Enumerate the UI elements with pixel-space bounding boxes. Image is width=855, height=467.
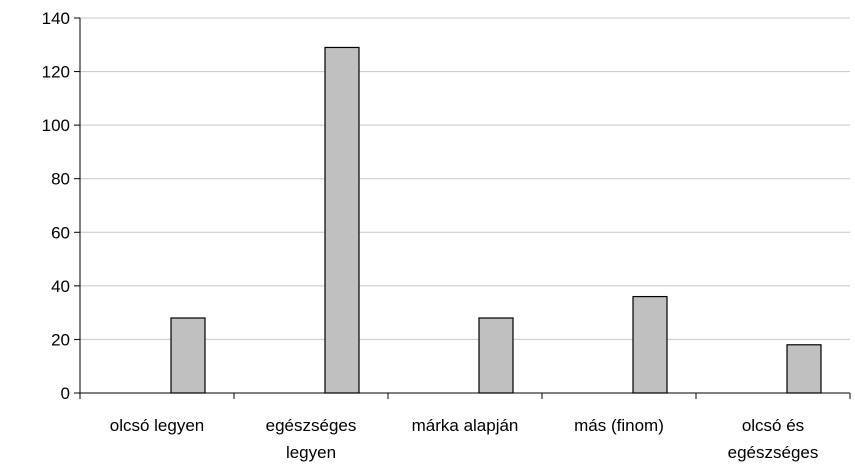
- y-tick-label: 80: [51, 170, 70, 189]
- x-category-label: más (finom): [574, 416, 664, 435]
- x-category-label: márka alapján: [412, 416, 519, 435]
- x-category-label: egészséges: [266, 416, 357, 435]
- x-category-label: egészséges: [728, 443, 819, 462]
- bar: [324, 46, 360, 394]
- bar: [786, 344, 822, 394]
- bar: [170, 317, 206, 394]
- y-tick-label: 0: [61, 384, 70, 403]
- bar: [478, 317, 514, 394]
- y-tick-label: 40: [51, 277, 70, 296]
- y-tick-label: 100: [42, 116, 70, 135]
- y-tick-label: 60: [51, 223, 70, 242]
- y-tick-label: 120: [42, 63, 70, 82]
- y-tick-label: 140: [42, 9, 70, 28]
- bars: [170, 46, 822, 394]
- x-category-labels: olcsó legyen egészséges legyen márka alapjá…: [110, 416, 819, 462]
- x-category-label: olcsó legyen: [110, 416, 205, 435]
- axes: [74, 17, 851, 399]
- bar: [632, 295, 668, 394]
- gridlines: [80, 17, 850, 340]
- x-category-label: legyen: [286, 443, 336, 462]
- y-tick-label: 20: [51, 330, 70, 349]
- y-tick-labels: 0 20 40 60 80 100 120 140: [42, 9, 70, 403]
- x-category-label: olcsó és: [742, 416, 804, 435]
